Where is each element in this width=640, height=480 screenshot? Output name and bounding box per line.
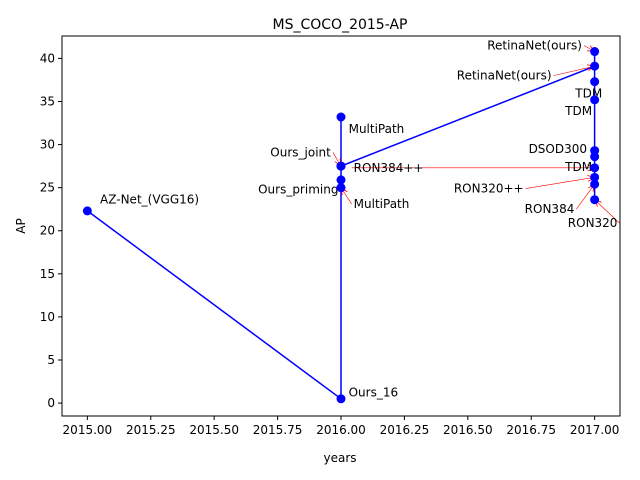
- axes-layer: 2015.00 2015.25 2015.50 2015.75 2016.00 2016.…: [40, 51, 620, 437]
- x-tick-label: 2017.00: [570, 423, 620, 437]
- annotation-label: TDM: [564, 104, 592, 118]
- data-point: [590, 195, 600, 205]
- y-tick-label: 20: [40, 224, 55, 238]
- x-tick-label: 2015.75: [253, 423, 303, 437]
- annotation-label: TDM: [564, 160, 592, 174]
- data-point: [590, 95, 600, 105]
- data-point: [590, 152, 600, 162]
- y-tick-label: 10: [40, 310, 55, 324]
- y-tick-label: 25: [40, 181, 55, 195]
- annotation-arrow: [595, 200, 620, 224]
- x-tick-label: 2016.75: [506, 423, 556, 437]
- x-tick-label: 2015.00: [63, 423, 113, 437]
- x-tick-label: 2016.25: [380, 423, 430, 437]
- y-tick-label: 5: [47, 353, 55, 367]
- x-tick-label: 2015.25: [126, 423, 176, 437]
- annotation-label: RON320: [568, 216, 618, 230]
- data-point: [336, 175, 346, 185]
- chart-title: MS_COCO_2015-AP: [273, 17, 408, 33]
- y-axis-label: AP: [14, 218, 28, 233]
- data-point: [336, 183, 346, 193]
- annotation-label: RetinaNet(ours): [487, 38, 582, 52]
- marks-layer: AZ-Net_(VGG16) Ours_16 MultiPath Ours_joint…: [82, 38, 620, 404]
- data-point: [82, 206, 92, 216]
- data-point: [336, 394, 346, 404]
- x-tick-label: 2015.50: [189, 423, 239, 437]
- annotation-label: Ours_priming: [258, 182, 338, 196]
- annotation-label: RON320++: [454, 182, 524, 196]
- x-tick-label: 2016.50: [443, 423, 493, 437]
- annotation-label: RON384: [525, 202, 575, 216]
- data-point: [590, 179, 600, 189]
- y-tick-label: 0: [47, 396, 55, 410]
- y-tick-label: 35: [40, 94, 55, 108]
- annotation-label: Ours_16: [349, 386, 399, 400]
- data-point: [590, 172, 600, 182]
- data-point: [590, 77, 600, 87]
- annotation-label: DSOD300: [529, 142, 587, 156]
- annotation-arrow: [553, 66, 595, 76]
- annotation-label: AZ-Net_(VGG16): [100, 193, 199, 207]
- annotation-label: MultiPath: [349, 122, 405, 136]
- data-point: [590, 163, 600, 173]
- y-tick-label: 15: [40, 267, 55, 281]
- data-point: [590, 61, 600, 71]
- x-tick-label: 2016.00: [316, 423, 366, 437]
- annotation-label: RON384++: [354, 161, 424, 175]
- x-axis-label: years: [323, 451, 356, 465]
- y-tick-label: 40: [40, 51, 55, 65]
- annotation-label: RetinaNet(ours): [457, 69, 552, 83]
- annotation-label: MultiPath: [354, 197, 410, 211]
- annotation-label: Ours_joint: [270, 145, 331, 159]
- data-point: [336, 112, 346, 122]
- y-tick-label: 30: [40, 138, 55, 152]
- annotation-arrow: [576, 184, 594, 210]
- annotation-arrow: [525, 177, 595, 189]
- data-point: [590, 47, 600, 57]
- data-point: [336, 161, 346, 171]
